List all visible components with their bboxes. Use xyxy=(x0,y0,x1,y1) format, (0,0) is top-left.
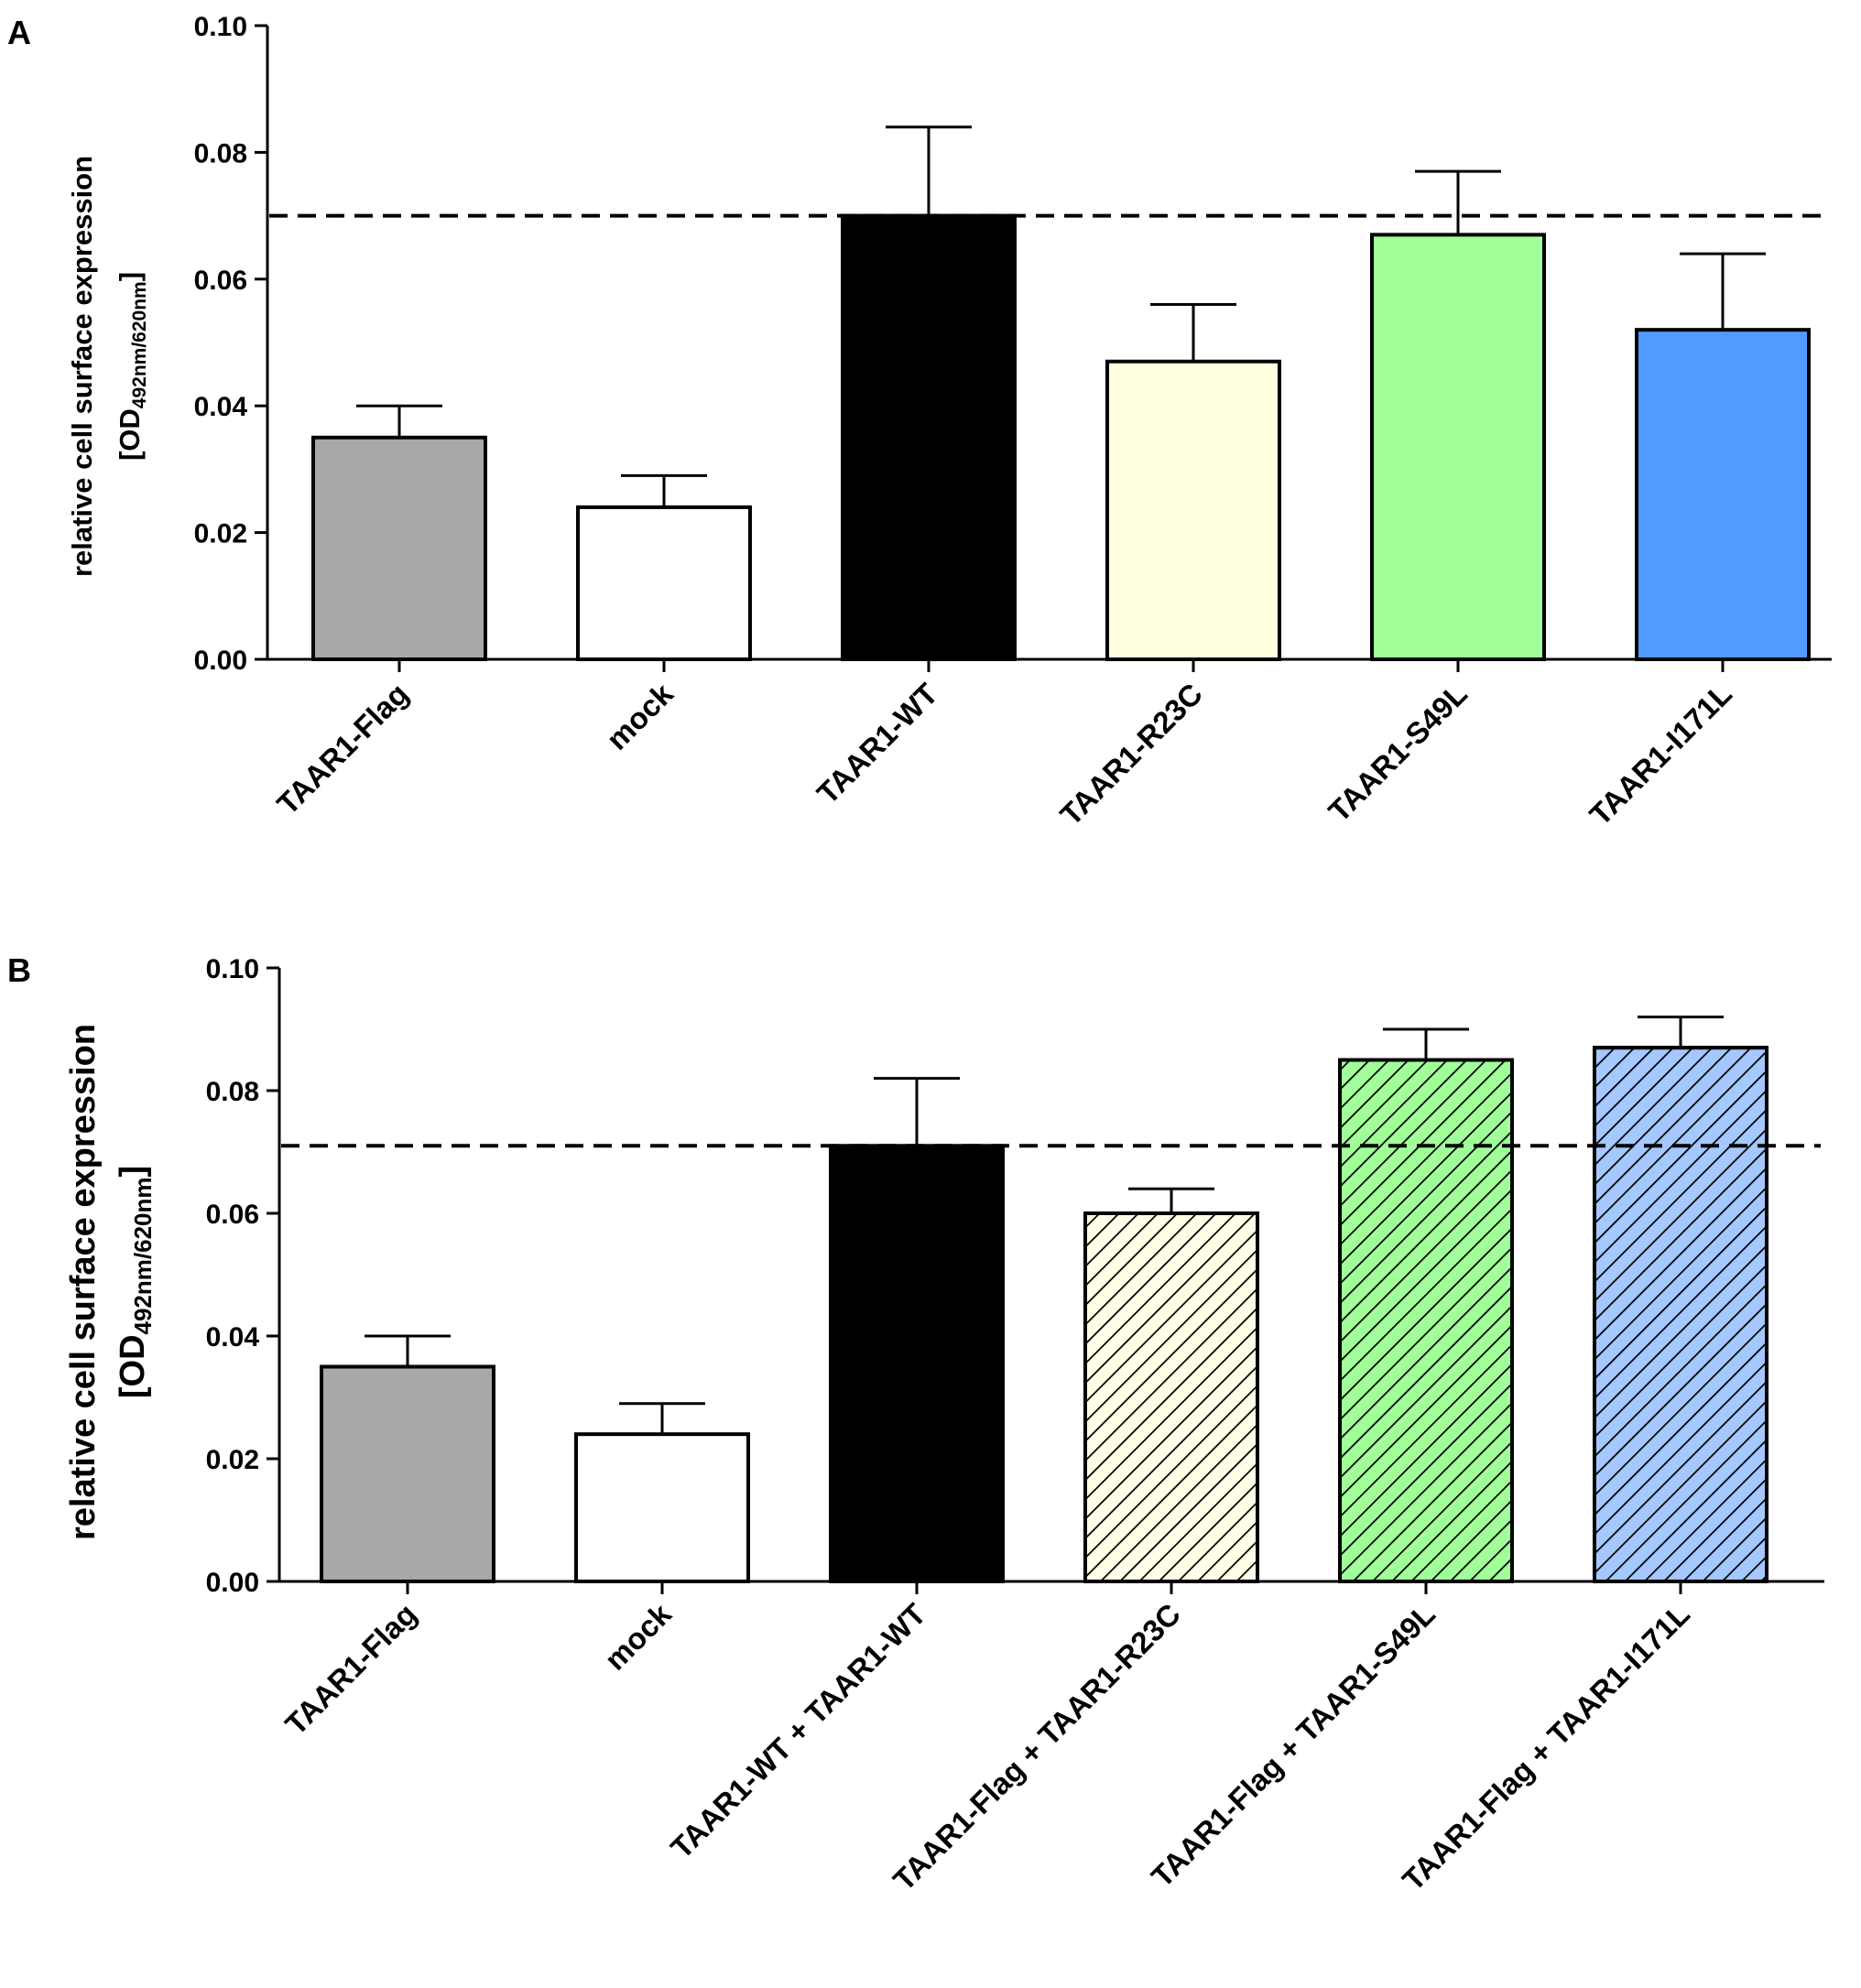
panel-b-error-bar-mock xyxy=(619,1402,705,1435)
panel-a-bar-mock xyxy=(576,505,752,661)
panel-a-error-bar-taar1-i171l xyxy=(1680,252,1766,331)
panel-b-error-bar-taar1-flag xyxy=(365,1334,451,1367)
panel-a-category-label-taar1-r23c: TAAR1-R23C xyxy=(1053,677,1209,832)
panel-b-error-bar-taar1-wt-taar1-wt xyxy=(874,1077,960,1146)
panel-b-label: B xyxy=(7,951,31,989)
panel-a-y-tick-label-0: 0.00 xyxy=(194,646,247,676)
panel-a-error-bar-mock xyxy=(621,473,707,507)
panel-a-bars xyxy=(311,213,1811,661)
panel-b-y-axis-label: relative cell surface expression [OD492n… xyxy=(64,1024,157,1540)
panel-b-y-label-unit: [OD492nm/620nm] xyxy=(114,1166,157,1398)
panel-a-y-axis-label: relative cell surface expression [OD492n… xyxy=(66,156,150,577)
panel-b-y-label-main: relative cell surface expression xyxy=(64,1024,103,1540)
panel-b-category-label-taar1-flag-taar1-i171l: TAAR1-Flag + TAAR1-I171L xyxy=(1396,1597,1696,1897)
panel-a-error-bar-taar1-wt xyxy=(886,125,972,216)
panel-b-y-tick-label-2: 0.04 xyxy=(206,1322,260,1352)
panel-b-error-bar-taar1-flag-taar1-s49l xyxy=(1383,1027,1469,1060)
panel-a-category-label-taar1-i171l: TAAR1-I171L xyxy=(1583,677,1738,832)
panel-b-bar-hatch-taar1-flag-taar1-r23c xyxy=(1083,1211,1259,1583)
panel-b-bars xyxy=(320,1046,1768,1584)
panel-a-y-label-main: relative cell surface expression xyxy=(66,156,98,577)
panel-b-error-bar-taar1-flag-taar1-r23c xyxy=(1128,1187,1214,1213)
panel-a-label: A xyxy=(7,14,31,51)
panel-b-bar-hatch-taar1-flag-taar1-s49l xyxy=(1338,1058,1514,1583)
panel-b-y-tick-label-3: 0.06 xyxy=(206,1200,259,1230)
panel-b-y-tick-label-1: 0.02 xyxy=(206,1445,259,1475)
panel-b-bar-taar1-wt-taar1-wt xyxy=(829,1144,1005,1584)
panel-b-error-bars xyxy=(365,1016,1724,1435)
panel-a-bar-taar1-i171l xyxy=(1635,328,1811,661)
panel-b-y-tick-label-4: 0.08 xyxy=(206,1077,259,1107)
panel-a-y-tick-label-4: 0.08 xyxy=(194,138,247,168)
panel-a-error-bar-taar1-s49l xyxy=(1415,169,1501,235)
panel-a-y-tick-label-3: 0.06 xyxy=(194,266,247,296)
panel-a-axes xyxy=(266,26,1832,661)
panel-a-category-labels: TAAR1-Flag mock TAAR1-WT TAAR1-R23C TAAR1-S4… xyxy=(270,676,1738,831)
panel-a-category-label-mock: mock xyxy=(600,676,680,756)
panel-b-category-label-taar1-flag: TAAR1-Flag xyxy=(278,1597,423,1742)
panel-b-axes xyxy=(278,968,1824,1583)
panel-b-category-label-taar1-flag-taar1-r23c: TAAR1-Flag + TAAR1-R23C xyxy=(887,1597,1187,1897)
panel-b-y-tick-label-0: 0.00 xyxy=(206,1568,259,1598)
panel-a-bar-taar1-s49l xyxy=(1370,233,1546,661)
panel-b-category-label-taar1-flag-taar1-s49l: TAAR1-Flag + TAAR1-S49L xyxy=(1145,1597,1442,1894)
panel-a-bar-taar1-flag xyxy=(311,435,487,661)
panel-b-error-bar-taar1-flag-taar1-i171l xyxy=(1638,1016,1724,1048)
panel-a-y-tick-label-2: 0.04 xyxy=(194,392,248,422)
panel-b-category-label-taar1-wt-taar1-wt: TAAR1-WT + TAAR1-WT xyxy=(664,1597,932,1865)
panel-b-bar-mock xyxy=(574,1432,750,1583)
panel-a-bar-taar1-r23c xyxy=(1105,359,1281,661)
panel-a-x-ticks xyxy=(397,659,1725,672)
panel-a-error-bar-taar1-flag xyxy=(356,404,442,438)
panel-a-category-label-taar1-s49l: TAAR1-S49L xyxy=(1322,677,1474,829)
panel-a-category-label-taar1-wt: TAAR1-WT xyxy=(811,677,944,810)
panel-b-bar-hatch-taar1-flag-taar1-i171l xyxy=(1593,1046,1768,1583)
panel-b: B relative cell surface expression [OD49… xyxy=(7,951,1824,1897)
panel-a-y-tick-label-5: 0.10 xyxy=(194,12,247,42)
panel-b-y-ticks: 0.00 0.02 0.04 0.06 0.08 0.10 xyxy=(206,954,279,1598)
panel-b-category-label-mock: mock xyxy=(598,1596,679,1677)
panel-a: A relative cell surface expression [OD49… xyxy=(7,12,1832,831)
panel-a-error-bar-taar1-r23c xyxy=(1150,302,1236,362)
panel-b-y-tick-label-5: 0.10 xyxy=(206,954,259,984)
panel-b-x-ticks xyxy=(406,1581,1682,1594)
panel-a-y-tick-label-1: 0.02 xyxy=(194,519,247,549)
panel-a-y-ticks: 0.00 0.02 0.04 0.06 0.08 0.10 xyxy=(194,12,267,676)
panel-b-bar-taar1-flag xyxy=(320,1364,495,1583)
panel-a-bar-taar1-wt xyxy=(841,213,1017,661)
panel-a-error-bars xyxy=(356,125,1766,507)
panel-a-y-label-unit: [OD492nm/620nm] xyxy=(114,272,150,461)
panel-a-category-label-taar1-flag: TAAR1-Flag xyxy=(270,677,415,821)
